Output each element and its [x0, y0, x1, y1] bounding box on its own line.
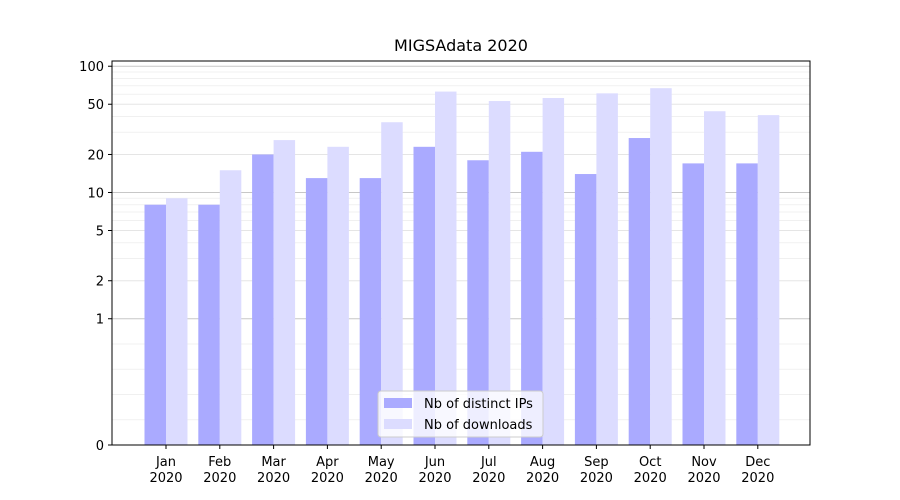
x-tick-label-month: Jul: [480, 455, 497, 470]
x-axis: Jan2020Feb2020Mar2020Apr2020May2020Jun20…: [149, 445, 774, 486]
bar-distinct-ips: [359, 178, 382, 446]
y-tick-label: 0: [96, 439, 104, 454]
x-tick-label-month: Jun: [424, 455, 445, 470]
x-tick-label-year: 2020: [580, 471, 613, 486]
x-tick-label-year: 2020: [311, 471, 344, 486]
bar-distinct-ips: [467, 160, 489, 446]
y-tick-label: 1: [96, 313, 104, 328]
legend-swatch-downloads: [384, 419, 412, 429]
x-tick-label-year: 2020: [203, 471, 236, 486]
x-tick-label-year: 2020: [526, 471, 559, 486]
legend-label-distinct-ips: Nb of distinct IPs: [424, 397, 533, 412]
bar-distinct-ips: [574, 174, 597, 445]
bar-downloads: [596, 93, 618, 446]
x-tick-label-year: 2020: [634, 471, 667, 486]
bar-downloads: [219, 170, 242, 445]
x-tick-label-month: Dec: [745, 455, 770, 470]
bars-layer: [144, 88, 780, 446]
chart-title: MIGSAdata 2020: [394, 36, 528, 55]
x-tick-label-year: 2020: [687, 471, 720, 486]
x-tick-label-year: 2020: [149, 471, 182, 486]
bar-distinct-ips: [252, 154, 274, 445]
bar-distinct-ips: [736, 163, 758, 445]
x-tick-label-month: Aug: [530, 455, 555, 470]
bar-distinct-ips: [198, 204, 220, 445]
x-tick-label-month: Nov: [691, 455, 717, 470]
y-tick-label: 100: [79, 60, 104, 75]
bar-distinct-ips: [144, 204, 166, 445]
x-tick-label-year: 2020: [418, 471, 451, 486]
y-tick-label: 2: [96, 275, 104, 290]
y-tick-label: 10: [87, 186, 104, 201]
x-tick-label-year: 2020: [741, 471, 774, 486]
bar-downloads: [166, 198, 188, 445]
x-tick-label-month: Apr: [316, 455, 339, 470]
bar-downloads: [488, 101, 511, 446]
legend-label-downloads: Nb of downloads: [424, 418, 533, 433]
bar-downloads: [650, 88, 672, 445]
bar-distinct-ips: [521, 151, 543, 445]
y-tick-label: 5: [96, 224, 104, 239]
x-tick-label-month: Jan: [155, 455, 176, 470]
x-tick-label-month: Mar: [261, 455, 286, 470]
bar-downloads: [381, 122, 403, 445]
plot-frame: [111, 60, 811, 446]
bar-downloads: [273, 140, 296, 445]
bar-distinct-ips: [628, 138, 651, 445]
x-tick-label-year: 2020: [365, 471, 398, 486]
y-tick-label: 20: [87, 148, 104, 163]
x-tick-label-month: Sep: [584, 455, 609, 470]
bar-distinct-ips: [305, 178, 328, 446]
x-tick-label-year: 2020: [472, 471, 505, 486]
bar-downloads: [435, 91, 457, 445]
bar-downloads: [757, 115, 780, 446]
x-tick-label-month: Oct: [639, 455, 661, 470]
bar-downloads: [704, 111, 726, 445]
bar-downloads: [542, 98, 565, 446]
bar-downloads: [327, 146, 349, 445]
x-tick-label-month: May: [368, 455, 395, 470]
bar-distinct-ips: [413, 146, 435, 445]
y-axis: 0 1 2 5 10 20 50 100: [79, 60, 112, 454]
y-tick-label: 50: [87, 98, 104, 113]
legend: Nb of distinct IPs Nb of downloads: [377, 390, 544, 438]
legend-swatch-distinct-ips: [384, 398, 412, 408]
bar-distinct-ips: [682, 163, 704, 445]
x-tick-label-month: Feb: [208, 455, 231, 470]
x-tick-label-year: 2020: [257, 471, 290, 486]
legend-frame: [377, 390, 544, 438]
